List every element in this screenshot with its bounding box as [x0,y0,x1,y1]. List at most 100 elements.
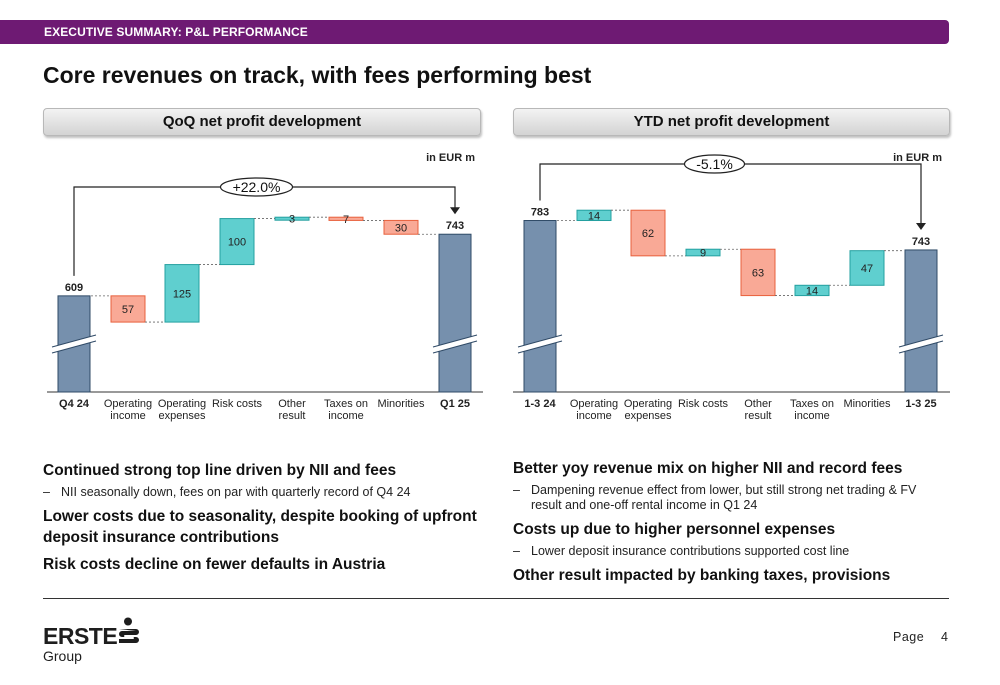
waterfall-bar [849,250,885,286]
category-label: income [328,410,363,422]
waterfall-bar [630,209,666,257]
waterfall-bar [438,233,472,393]
data-label: 62 [642,228,654,240]
unit-label: in EUR m [426,152,475,164]
waterfall-bar [219,218,255,266]
category-label: Risk costs [212,398,263,410]
category-label: Other [278,398,306,410]
logo-wordmark: ERSTE [43,623,117,649]
right-headline-2: Costs up due to higher personnel expense… [513,521,836,538]
waterfall-bar [576,209,612,222]
left-sub-bullet-1: – NII seasonally down, fees on par with q… [43,485,488,500]
page-number: 4 [941,630,948,644]
change-pill [219,177,294,197]
category-label: Operating [158,398,206,410]
data-label: 609 [65,282,83,294]
data-label: 743 [446,220,464,232]
left-panel-title: QoQ net profit development [43,108,481,136]
axis-break-line [898,340,944,354]
change-label: -5.1% [696,156,733,172]
category-label: expenses [624,410,672,422]
left-headline-3: Risk costs decline on fewer defaults in … [43,556,386,573]
right-sub-bullet-2: – Lower deposit insurance contributions s… [513,544,949,559]
category-label: Other [744,398,772,410]
change-label: +22.0% [233,179,281,195]
axis-break-gap [899,335,943,353]
data-label: 783 [531,207,549,219]
axis-break-line [432,340,478,354]
waterfall-bar [164,264,200,323]
axis-break-line [517,340,563,354]
category-label: income [110,410,145,422]
waterfall-bar [794,284,830,297]
left-headline-2: Lower costs due to seasonality, despite … [43,508,477,546]
category-label: income [794,410,829,422]
right-headline-3: Other result impacted by banking taxes, … [513,567,891,584]
data-label: 7 [343,214,349,226]
axis-break-line [51,340,97,354]
data-label: 14 [588,210,600,222]
right-sub-bullet-1: – Dampening revenue effect from lower, bu… [513,483,949,513]
change-arrowhead [916,222,926,230]
axis-break-line [517,334,563,348]
category-label: Minorities [377,398,425,410]
waterfall-bar [110,295,146,323]
bullet-dash: – [513,544,520,558]
bullet-dash: – [513,483,520,497]
category-label: Q1 25 [440,398,470,410]
waterfall-bar [685,248,721,257]
data-label: 63 [752,267,764,279]
waterfall-bar [523,220,557,393]
category-label: Risk costs [678,398,729,410]
category-label: Taxes on [324,398,368,410]
page-label: Page [893,630,925,644]
category-label: Q4 24 [59,398,90,410]
data-label: 9 [700,248,706,260]
data-label: 3 [289,214,295,226]
left-sub-bullet-1-text: NII seasonally down, fees on par with qu… [61,485,411,499]
data-label: 14 [806,285,818,297]
data-label: 30 [395,222,407,234]
footer-divider [43,598,949,599]
waterfall-bar [904,249,938,393]
axis-break-gap [518,335,562,353]
axis-break-line [432,334,478,348]
category-label: expenses [158,410,206,422]
waterfall-bar [328,216,364,221]
category-label: 1-3 24 [524,398,556,410]
right-sub-bullet-1-text: Dampening revenue effect from lower, but… [531,483,917,512]
axis-break-gap [52,335,96,353]
change-pill [683,154,746,174]
category-label: result [745,410,772,422]
right-panel-title: YTD net profit development [513,108,950,136]
right-commentary: Better yoy revenue mix on higher NII and… [513,458,949,586]
data-label: 47 [861,263,873,275]
erste-s-icon [119,617,139,643]
section-header-bar [0,20,949,44]
logo-group-text: Group [43,648,82,664]
data-label: 57 [122,304,134,316]
data-label: 125 [173,288,191,300]
category-label: 1-3 25 [905,398,936,410]
bullet-dash: – [43,485,50,499]
category-label: income [576,410,611,422]
left-commentary: Continued strong top line driven by NII … [43,460,488,575]
axis-break-line [51,334,97,348]
erste-group-logo: ERSTE Group [43,617,139,664]
data-label: 100 [228,237,246,249]
data-label: 743 [912,236,930,248]
category-label: Operating [624,398,672,410]
category-label: result [279,410,306,422]
category-label: Operating [570,398,618,410]
unit-label: in EUR m [893,152,942,164]
page-title: Core revenues on track, with fees perfor… [43,62,592,88]
category-label: Minorities [843,398,891,410]
change-arrowhead [450,207,460,215]
waterfall-bar [383,219,419,235]
axis-break-gap [433,335,477,353]
waterfall-bar [740,248,776,297]
axis-break-line [898,334,944,348]
category-label: Operating [104,398,152,410]
